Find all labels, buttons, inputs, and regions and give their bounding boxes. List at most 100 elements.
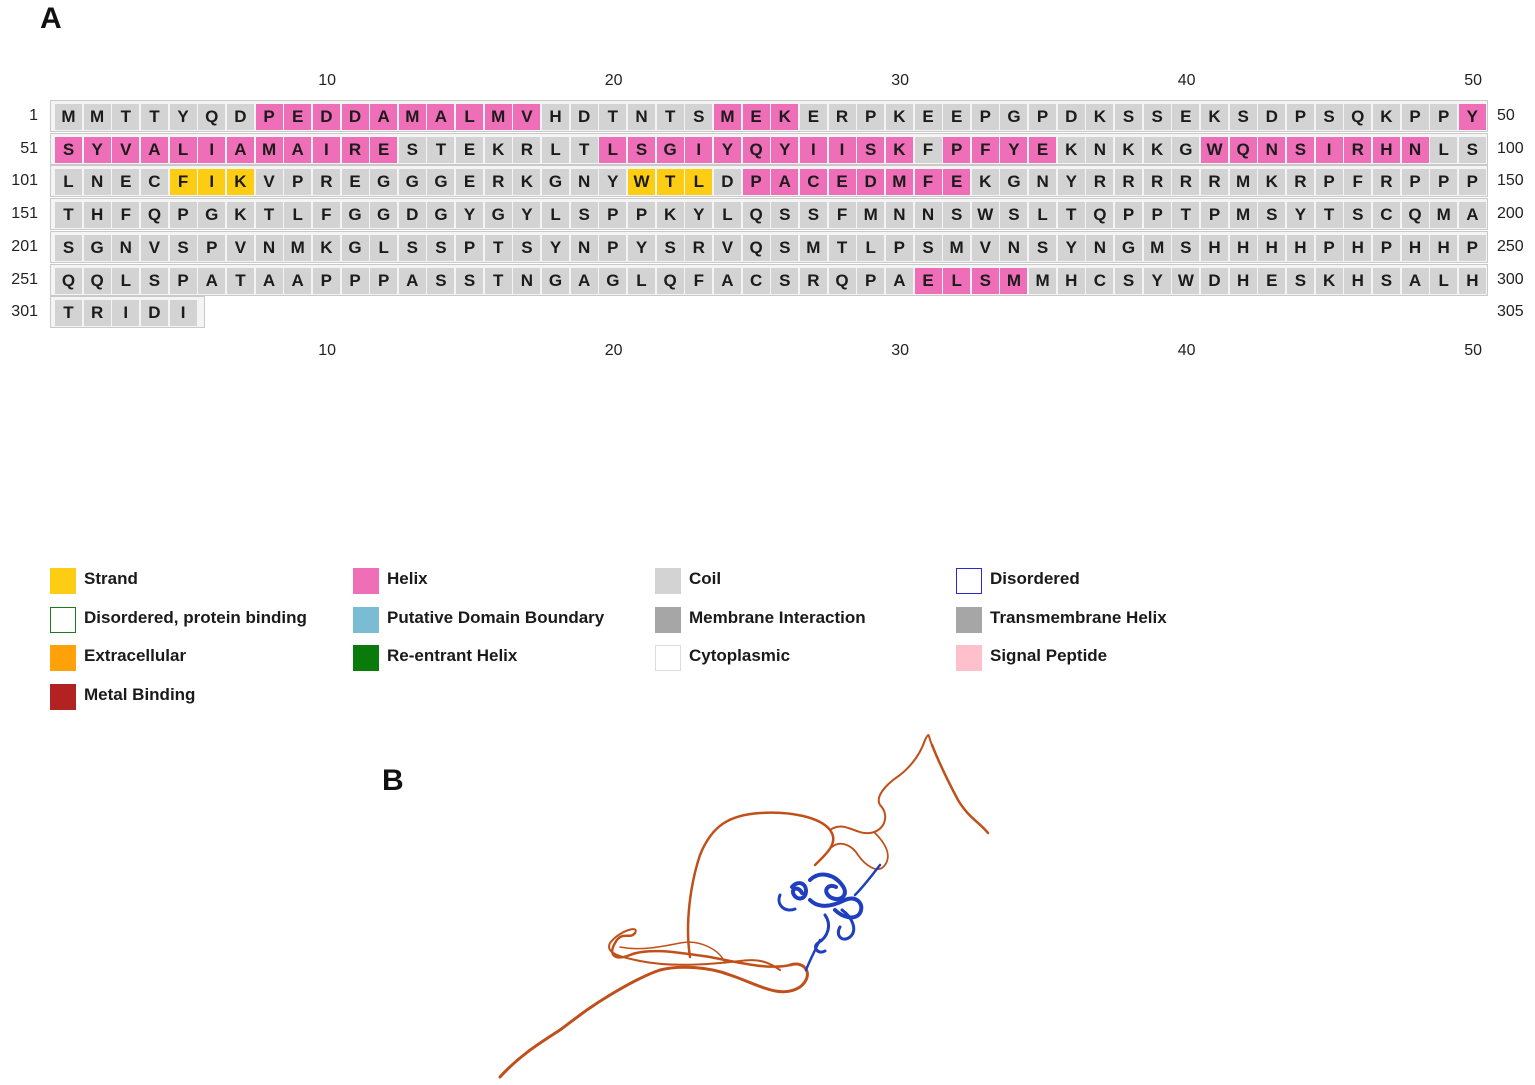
residue-cell[interactable]: P: [1143, 202, 1171, 229]
residue-cell[interactable]: N: [1401, 136, 1429, 163]
residue-cell[interactable]: K: [771, 104, 799, 130]
residue-cell[interactable]: S: [1115, 267, 1143, 294]
residue-cell[interactable]: E: [341, 169, 369, 196]
residue-cell[interactable]: P: [1430, 104, 1458, 130]
residue-cell[interactable]: M: [885, 169, 913, 196]
residue-cell[interactable]: P: [1029, 104, 1057, 130]
residue-cell[interactable]: A: [771, 169, 799, 196]
residue-cell[interactable]: Y: [1000, 136, 1028, 163]
residue-cell[interactable]: L: [599, 136, 627, 163]
residue-cell[interactable]: K: [885, 136, 913, 163]
residue-cell[interactable]: G: [599, 267, 627, 294]
residue-cell[interactable]: N: [112, 234, 140, 261]
residue-cell[interactable]: I: [169, 300, 197, 327]
residue-cell[interactable]: Q: [742, 136, 770, 163]
residue-cell[interactable]: S: [857, 136, 885, 163]
residue-cell[interactable]: G: [83, 234, 111, 261]
residue-cell[interactable]: P: [255, 104, 283, 130]
residue-cell[interactable]: R: [828, 104, 856, 130]
residue-cell[interactable]: N: [1086, 136, 1114, 163]
residue-cell[interactable]: T: [55, 202, 82, 229]
residue-cell[interactable]: Y: [1057, 234, 1085, 261]
residue-cell[interactable]: T: [828, 234, 856, 261]
residue-cell[interactable]: N: [255, 234, 283, 261]
residue-cell[interactable]: L: [169, 136, 197, 163]
residue-cell[interactable]: K: [885, 104, 913, 130]
residue-cell[interactable]: A: [398, 267, 426, 294]
residue-cell[interactable]: H: [1057, 267, 1085, 294]
residue-cell[interactable]: Y: [599, 169, 627, 196]
residue-cell[interactable]: M: [1229, 202, 1257, 229]
residue-cell[interactable]: F: [914, 136, 942, 163]
residue-cell[interactable]: M: [398, 104, 426, 130]
residue-cell[interactable]: M: [1000, 267, 1028, 294]
residue-cell[interactable]: M: [857, 202, 885, 229]
residue-cell[interactable]: S: [1029, 234, 1057, 261]
residue-cell[interactable]: P: [1115, 202, 1143, 229]
residue-cell[interactable]: V: [255, 169, 283, 196]
residue-cell[interactable]: Q: [1086, 202, 1114, 229]
residue-cell[interactable]: V: [713, 234, 741, 261]
residue-cell[interactable]: L: [1029, 202, 1057, 229]
residue-cell[interactable]: Y: [713, 136, 741, 163]
residue-cell[interactable]: N: [1000, 234, 1028, 261]
residue-cell[interactable]: P: [971, 104, 999, 130]
residue-cell[interactable]: I: [112, 300, 140, 327]
residue-cell[interactable]: S: [1286, 267, 1314, 294]
residue-cell[interactable]: H: [1344, 267, 1372, 294]
residue-cell[interactable]: H: [1229, 267, 1257, 294]
residue-cell[interactable]: E: [799, 104, 827, 130]
residue-cell[interactable]: V: [140, 234, 168, 261]
residue-cell[interactable]: P: [599, 202, 627, 229]
residue-cell[interactable]: R: [312, 169, 340, 196]
residue-cell[interactable]: P: [943, 136, 971, 163]
residue-cell[interactable]: Y: [771, 136, 799, 163]
residue-cell[interactable]: H: [1258, 234, 1286, 261]
residue-cell[interactable]: T: [656, 104, 684, 130]
residue-cell[interactable]: L: [456, 104, 484, 130]
residue-cell[interactable]: Q: [742, 234, 770, 261]
residue-cell[interactable]: M: [713, 104, 741, 130]
residue-cell[interactable]: L: [685, 169, 713, 196]
residue-cell[interactable]: C: [1086, 267, 1114, 294]
residue-cell[interactable]: S: [456, 267, 484, 294]
residue-cell[interactable]: G: [484, 202, 512, 229]
residue-cell[interactable]: S: [914, 234, 942, 261]
residue-cell[interactable]: T: [599, 104, 627, 130]
residue-cell[interactable]: M: [83, 104, 111, 130]
residue-cell[interactable]: P: [169, 202, 197, 229]
residue-cell[interactable]: K: [1057, 136, 1085, 163]
residue-cell[interactable]: I: [312, 136, 340, 163]
residue-cell[interactable]: D: [398, 202, 426, 229]
residue-cell[interactable]: E: [112, 169, 140, 196]
residue-cell[interactable]: R: [685, 234, 713, 261]
residue-cell[interactable]: I: [828, 136, 856, 163]
residue-cell[interactable]: P: [742, 169, 770, 196]
residue-cell[interactable]: T: [55, 300, 82, 327]
residue-cell[interactable]: P: [628, 202, 655, 229]
residue-cell[interactable]: M: [484, 104, 512, 130]
residue-cell[interactable]: L: [857, 234, 885, 261]
residue-cell[interactable]: K: [1115, 136, 1143, 163]
residue-cell[interactable]: Q: [55, 267, 82, 294]
residue-cell[interactable]: E: [284, 104, 312, 130]
residue-cell[interactable]: D: [570, 104, 598, 130]
residue-cell[interactable]: S: [513, 234, 541, 261]
residue-cell[interactable]: S: [628, 136, 655, 163]
residue-cell[interactable]: L: [112, 267, 140, 294]
residue-cell[interactable]: P: [370, 267, 398, 294]
residue-cell[interactable]: G: [341, 234, 369, 261]
residue-cell[interactable]: P: [1286, 104, 1314, 130]
residue-cell[interactable]: G: [427, 202, 455, 229]
residue-cell[interactable]: P: [1372, 234, 1400, 261]
residue-cell[interactable]: Q: [140, 202, 168, 229]
residue-cell[interactable]: S: [656, 234, 684, 261]
residue-cell[interactable]: C: [1372, 202, 1400, 229]
residue-cell[interactable]: P: [1430, 169, 1458, 196]
residue-cell[interactable]: Y: [628, 234, 655, 261]
residue-cell[interactable]: R: [1201, 169, 1228, 196]
residue-cell[interactable]: P: [857, 267, 885, 294]
residue-cell[interactable]: N: [1258, 136, 1286, 163]
residue-cell[interactable]: K: [1372, 104, 1400, 130]
residue-cell[interactable]: A: [284, 136, 312, 163]
